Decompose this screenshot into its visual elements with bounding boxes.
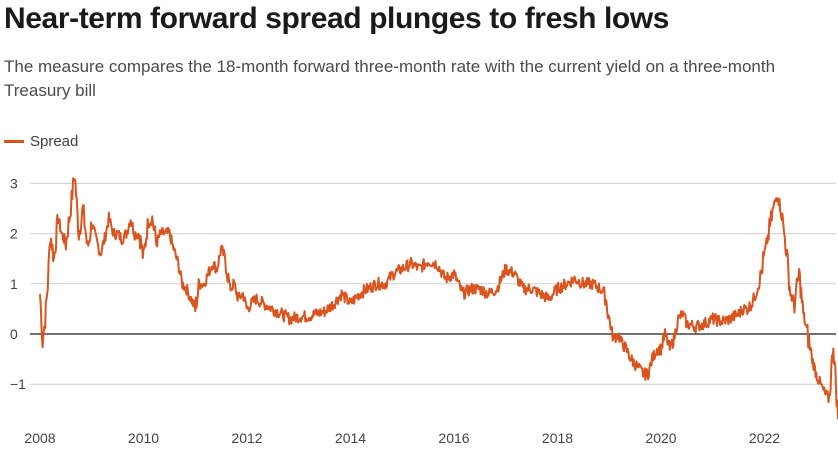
chart-title: Near-term forward spread plunges to fres… [4, 2, 670, 35]
y-tick-label: 3 [10, 175, 18, 191]
x-tick-label: 2010 [128, 430, 159, 446]
x-tick-label: 2014 [335, 430, 366, 446]
y-tick-label: −1 [10, 376, 26, 392]
legend: Spread [4, 133, 78, 150]
legend-swatch-spread [4, 140, 24, 143]
series-line-spread [39, 177, 838, 420]
x-tick-label: 2020 [645, 430, 676, 446]
chart-subtitle: The measure compares the 18-month forwar… [4, 57, 776, 100]
legend-label-spread: Spread [30, 133, 79, 150]
x-tick-label: 2012 [231, 430, 262, 446]
x-tick-label: 2022 [749, 430, 780, 446]
x-tick-label: 2016 [438, 430, 469, 446]
y-tick-label: 1 [10, 276, 18, 292]
x-tick-label: 2018 [542, 430, 573, 446]
y-tick-label: 2 [10, 226, 18, 242]
x-tick-label: 2008 [24, 430, 55, 446]
y-tick-label: 0 [10, 326, 18, 342]
